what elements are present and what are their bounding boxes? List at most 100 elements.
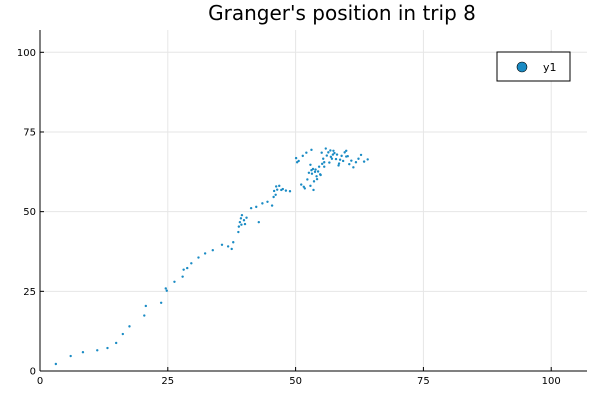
data-point xyxy=(69,354,72,358)
data-point xyxy=(329,155,333,159)
x-tick-label: 0 xyxy=(37,376,43,387)
data-point xyxy=(305,151,308,154)
data-point xyxy=(337,162,341,165)
data-point xyxy=(255,205,258,209)
data-point xyxy=(340,154,343,158)
data-point xyxy=(272,195,275,199)
data-point xyxy=(329,149,332,152)
data-point xyxy=(239,217,243,220)
data-point xyxy=(345,149,348,152)
data-point xyxy=(81,350,85,354)
y-tick-label: 0 xyxy=(30,367,36,378)
data-point xyxy=(274,193,277,196)
data-point xyxy=(230,247,233,251)
data-point xyxy=(333,151,336,155)
x-tick-label: 50 xyxy=(289,376,302,387)
data-point xyxy=(186,266,189,270)
data-point xyxy=(143,314,146,317)
data-point xyxy=(220,243,224,246)
data-point xyxy=(128,325,131,328)
legend-box xyxy=(496,51,571,82)
data-point xyxy=(312,188,315,192)
data-point xyxy=(309,184,312,188)
data-point xyxy=(332,149,335,152)
data-point xyxy=(301,154,304,158)
data-point xyxy=(300,183,303,186)
y-tick-label: 75 xyxy=(23,127,36,138)
data-point xyxy=(348,162,351,166)
data-point xyxy=(350,159,353,162)
y-tick-label: 50 xyxy=(23,207,36,218)
data-point xyxy=(314,168,317,171)
data-point xyxy=(317,165,321,168)
x-tick-labels: 0 25 50 75 100 xyxy=(37,376,561,387)
y-tick-labels: 0 25 50 75 100 xyxy=(17,48,36,378)
data-point xyxy=(240,213,244,217)
data-point xyxy=(309,163,312,167)
data-point xyxy=(242,219,246,222)
data-point xyxy=(226,245,230,248)
data-point xyxy=(106,346,109,350)
data-point xyxy=(310,169,313,172)
data-point xyxy=(240,223,243,226)
data-point xyxy=(338,158,342,161)
data-point xyxy=(310,172,314,175)
y-tick-label: 25 xyxy=(23,287,36,298)
axes xyxy=(39,30,587,372)
data-point xyxy=(274,185,278,188)
data-point xyxy=(343,151,346,154)
legend: y1 xyxy=(496,51,571,82)
data-point xyxy=(327,151,330,154)
data-point xyxy=(243,222,247,226)
data-point xyxy=(144,304,148,308)
data-point xyxy=(307,171,311,174)
data-point xyxy=(328,161,331,164)
data-point xyxy=(315,175,318,178)
data-point xyxy=(281,187,285,191)
data-point xyxy=(318,173,322,176)
data-point xyxy=(315,177,319,181)
data-point xyxy=(312,180,316,183)
data-point xyxy=(190,262,193,265)
data-point xyxy=(352,166,355,169)
data-point xyxy=(294,156,298,160)
data-point xyxy=(316,170,320,173)
chart-title: Granger's position in trip 8 xyxy=(208,1,476,25)
data-point xyxy=(306,178,309,181)
data-point xyxy=(211,249,214,252)
data-point xyxy=(197,256,200,259)
y-tick-label: 100 xyxy=(17,48,36,59)
data-point xyxy=(121,332,125,336)
data-point xyxy=(354,161,358,164)
data-point xyxy=(96,349,99,352)
data-point xyxy=(357,157,360,160)
data-point xyxy=(237,225,241,228)
data-point xyxy=(302,185,305,188)
data-point xyxy=(54,362,58,366)
data-point xyxy=(261,202,264,205)
data-point xyxy=(238,220,242,224)
data-point xyxy=(288,190,292,193)
data-point xyxy=(181,275,184,278)
data-point xyxy=(165,289,168,292)
data-point xyxy=(276,188,279,191)
data-point xyxy=(272,189,276,193)
data-point xyxy=(323,161,326,164)
data-point xyxy=(335,153,339,156)
data-point xyxy=(182,268,185,271)
data-point xyxy=(232,241,235,244)
data-point xyxy=(341,159,345,163)
data-point xyxy=(362,160,366,163)
data-points xyxy=(54,147,369,366)
data-point xyxy=(245,216,248,219)
data-point xyxy=(331,153,335,156)
x-tick-label: 25 xyxy=(161,376,174,387)
data-point xyxy=(324,147,327,150)
data-point xyxy=(310,148,313,152)
data-point xyxy=(330,157,334,160)
data-point xyxy=(297,159,300,163)
data-point xyxy=(320,162,324,166)
data-point xyxy=(266,200,269,203)
data-point xyxy=(173,280,176,283)
